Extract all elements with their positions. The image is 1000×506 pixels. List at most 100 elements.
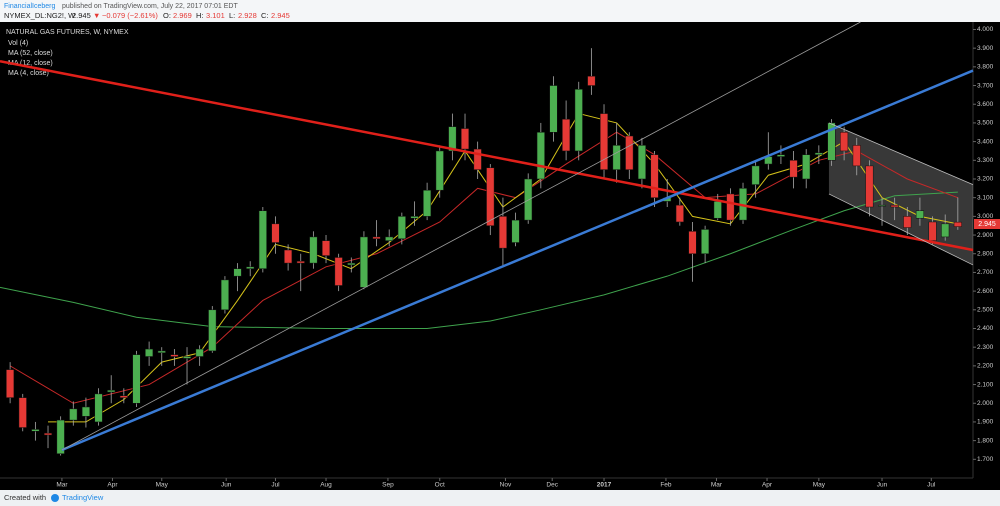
candle-body	[726, 193, 735, 221]
candle-body	[776, 154, 785, 157]
footer-brand[interactable]: TradingView	[62, 493, 104, 502]
x-tick-label: Nov	[500, 482, 512, 489]
candle-body	[43, 432, 53, 436]
x-tick-label: Apr	[107, 482, 118, 489]
candle-body	[157, 350, 166, 354]
channel-area	[828, 122, 973, 265]
candle-body	[612, 145, 621, 170]
candle-body	[69, 408, 78, 421]
x-tick-label: May	[813, 482, 826, 489]
y-tick-label: 1.800	[977, 437, 994, 444]
candle-body	[309, 236, 318, 264]
candle-body	[81, 406, 90, 417]
y-tick-label: 2.500	[977, 307, 994, 314]
candle-body	[258, 210, 267, 269]
x-tick-label: Aug	[320, 482, 332, 489]
indicator-label: MA (52, close)	[8, 50, 53, 57]
footer-created: Created with	[4, 493, 46, 502]
header-bar	[0, 0, 1000, 22]
x-tick-label: Jun	[877, 482, 888, 489]
candle-body	[94, 393, 103, 423]
y-tick-label: 2.800	[977, 250, 994, 257]
candle-body	[145, 348, 154, 357]
candle-body	[915, 210, 924, 219]
x-tick-label: May	[156, 482, 169, 489]
y-tick-label: 3.400	[977, 138, 994, 145]
y-tick-label: 2.100	[977, 381, 994, 388]
price: 2.945	[72, 11, 91, 20]
last-price-label: 2.945	[978, 221, 996, 228]
candle-body	[347, 262, 356, 266]
close-value: 2.945	[271, 11, 290, 20]
candle-body	[246, 266, 255, 269]
x-tick-label: Sep	[382, 482, 394, 489]
indicator-label: MA (12, close)	[8, 60, 53, 67]
x-tick-label: 2017	[597, 482, 612, 489]
last-price-tag	[974, 219, 1000, 229]
candle-body	[890, 204, 899, 208]
candle-body	[435, 150, 444, 191]
y-tick-label: 2.700	[977, 269, 994, 276]
candle-body	[397, 216, 406, 240]
candle-body	[511, 219, 520, 243]
y-tick-label: 1.900	[977, 419, 994, 426]
candle-body	[6, 369, 15, 398]
y-tick-label: 3.300	[977, 157, 994, 164]
candle-body	[928, 221, 937, 241]
y-tick-label: 2.600	[977, 288, 994, 295]
candle-body	[359, 236, 368, 288]
candle-body	[271, 223, 280, 243]
candle-body	[334, 257, 343, 286]
candle-body	[877, 204, 887, 207]
change: −0.079 (−2.61%)	[102, 11, 158, 20]
candle-body	[107, 389, 116, 393]
candle-body	[18, 397, 27, 428]
y-tick-label: 3.900	[977, 45, 994, 52]
candle-body	[713, 201, 722, 219]
y-tick-label: 3.700	[977, 82, 994, 89]
x-tick-label: Mar	[711, 482, 723, 489]
y-tick-label: 3.000	[977, 213, 994, 220]
candle-body	[852, 145, 861, 167]
y-tick-label: 2.300	[977, 344, 994, 351]
candle-body	[941, 223, 950, 238]
candle-body	[903, 216, 912, 228]
candle-body	[296, 260, 305, 264]
candle-body	[701, 229, 710, 254]
y-tick-label: 3.500	[977, 120, 994, 127]
trend-line	[828, 122, 974, 185]
low-label: L:	[229, 11, 235, 20]
chart-title: NATURAL GAS FUTURES, W, NYMEX	[6, 29, 129, 36]
trend-line	[61, 21, 861, 451]
candle-body	[195, 348, 204, 357]
candle-body	[486, 167, 495, 226]
chart-background	[0, 22, 1000, 490]
candle-body	[119, 395, 128, 398]
x-tick-label: Jul	[271, 482, 280, 489]
candle-body	[233, 268, 242, 277]
y-tick-label: 4.000	[977, 26, 994, 33]
change-arrow: ▼	[93, 11, 100, 20]
candle-body	[953, 221, 962, 227]
candle-body	[423, 189, 432, 217]
candle-body	[562, 118, 571, 152]
candle-body	[789, 160, 798, 178]
plot	[0, 21, 974, 456]
x-tick-label: Feb	[660, 482, 672, 489]
footer-bar	[0, 490, 1000, 506]
open-value: 2.969	[173, 11, 192, 20]
indicator-label: Vol (4)	[8, 40, 28, 47]
candle-body	[208, 309, 217, 352]
x-tick-label: Jun	[221, 482, 232, 489]
y-tick-label: 2.000	[977, 400, 994, 407]
candle-body	[473, 148, 482, 170]
candle-body	[460, 128, 470, 150]
candle-body	[802, 154, 811, 180]
publisher[interactable]: FinancialIceberg	[4, 3, 55, 10]
y-tick-label: 2.200	[977, 363, 994, 370]
x-tick-label: Oct	[435, 482, 445, 489]
published: published on TradingView.com, July 22, 2…	[62, 3, 238, 10]
y-tick-label: 3.200	[977, 176, 994, 183]
candle-body	[650, 154, 659, 198]
y-tick-label: 3.800	[977, 64, 994, 71]
